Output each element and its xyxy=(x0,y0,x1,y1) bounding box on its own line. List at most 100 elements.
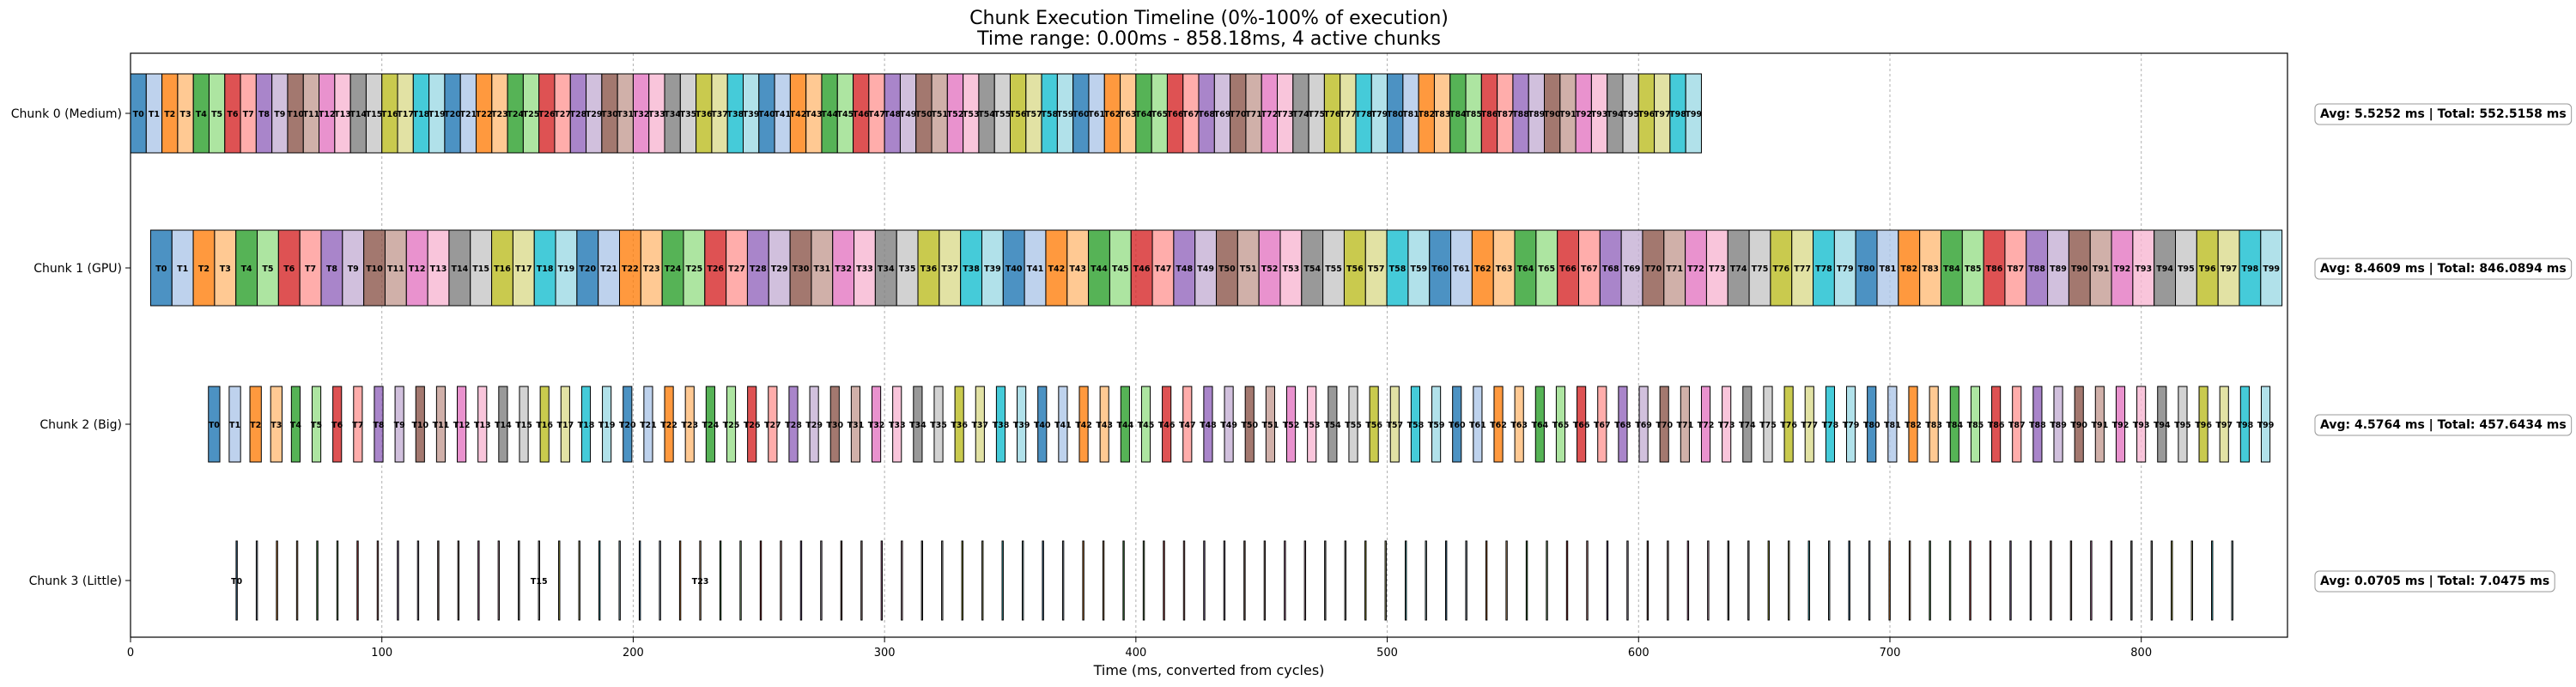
x-tick-label: 600 xyxy=(1628,647,1649,660)
task-label: T46 xyxy=(1158,421,1176,430)
task-label: T34 xyxy=(909,421,927,430)
task-bar xyxy=(580,386,592,463)
task-label: T62 xyxy=(1104,110,1121,119)
task-bar xyxy=(2090,540,2093,621)
task-bar xyxy=(1748,229,1771,307)
task-bar xyxy=(416,540,420,621)
task-bar xyxy=(1876,229,1899,307)
task-bar xyxy=(1534,386,1545,463)
task-label: T55 xyxy=(993,110,1011,119)
task-bar xyxy=(1088,229,1110,307)
task-bar xyxy=(1142,540,1145,621)
task-label: T22 xyxy=(622,264,639,274)
task-label: T2 xyxy=(198,264,210,274)
task-label: T1 xyxy=(229,421,240,430)
task-bar xyxy=(2136,386,2147,463)
y-tick-label: Chunk 2 (Big) xyxy=(39,418,122,432)
task-label: T1 xyxy=(149,110,160,119)
task-bar xyxy=(1120,386,1130,463)
task-bar xyxy=(1969,540,1971,621)
x-tick-label: 400 xyxy=(1125,647,1146,660)
task-bar xyxy=(860,540,863,621)
task-label: T4 xyxy=(290,421,301,430)
task-bar xyxy=(961,540,963,621)
task-label: T61 xyxy=(1453,264,1470,274)
task-label: T29 xyxy=(586,110,603,119)
task-bar xyxy=(788,386,799,463)
task-bar xyxy=(208,386,221,463)
task-bar xyxy=(598,229,621,307)
task-bar xyxy=(1389,386,1400,463)
task-label: T95 xyxy=(2174,421,2191,430)
task-bar xyxy=(699,540,702,621)
task-label: T16 xyxy=(494,264,511,274)
task-bar xyxy=(171,229,194,307)
task-label: T9 xyxy=(274,110,285,119)
task-bar xyxy=(578,540,580,621)
task-bar xyxy=(228,386,241,463)
task-bar xyxy=(1887,386,1898,463)
task-label: T85 xyxy=(1465,110,1482,119)
task-label: T17 xyxy=(397,110,414,119)
task-label: T60 xyxy=(1431,264,1449,274)
task-label: T47 xyxy=(1179,421,1196,430)
task-label: T43 xyxy=(805,110,823,119)
task-bar xyxy=(2004,229,2027,307)
task-bar xyxy=(1450,229,1473,307)
task-label: T90 xyxy=(2071,264,2088,274)
task-label: T32 xyxy=(868,421,885,430)
task-bar xyxy=(1700,386,1711,463)
task-bar xyxy=(1324,540,1327,621)
task-label: T98 xyxy=(2237,421,2254,430)
task-label: T97 xyxy=(1654,110,1671,119)
task-label: T75 xyxy=(1308,110,1325,119)
task-bar xyxy=(1680,386,1690,463)
task-label: T72 xyxy=(1698,421,1715,430)
task-label: T93 xyxy=(1591,110,1608,119)
task-label: T33 xyxy=(648,110,665,119)
y-tick-label: Chunk 1 (GPU) xyxy=(33,262,122,276)
task-bar xyxy=(939,229,962,307)
task-bar xyxy=(539,386,550,463)
task-bar xyxy=(598,540,601,621)
task-label: T34 xyxy=(664,110,681,119)
task-label: T33 xyxy=(856,264,873,274)
task-bar xyxy=(1722,386,1732,463)
task-label: T60 xyxy=(1072,110,1090,119)
task-label: T52 xyxy=(1283,421,1300,430)
task-bar xyxy=(981,229,1004,307)
task-label: T40 xyxy=(758,110,775,119)
task-label: T97 xyxy=(2221,264,2238,274)
task-label: T59 xyxy=(1057,110,1074,119)
x-tick-label: 500 xyxy=(1376,647,1398,660)
task-bar xyxy=(270,386,283,463)
task-label: T12 xyxy=(409,264,426,274)
task-bar xyxy=(1848,540,1850,621)
task-bar xyxy=(913,386,923,463)
task-bar xyxy=(1322,229,1345,307)
task-bar xyxy=(1429,229,1452,307)
task-bar xyxy=(255,540,258,621)
task-label: T42 xyxy=(790,110,807,119)
task-label: T44 xyxy=(821,110,838,119)
task-label: T54 xyxy=(1303,264,1321,274)
task-label: T64 xyxy=(1135,110,1152,119)
chunk-summary: Avg: 4.5764 ms | Total: 457.6434 ms xyxy=(2320,418,2567,432)
summary-box xyxy=(2314,103,2573,125)
task-bar xyxy=(1565,540,1569,621)
task-bar xyxy=(2190,540,2193,621)
task-bar xyxy=(276,540,278,621)
task-label: T71 xyxy=(1677,421,1694,430)
task-label: T72 xyxy=(1261,110,1279,119)
task-label: T89 xyxy=(1528,110,1546,119)
task-bar xyxy=(1505,540,1508,621)
task-label: T47 xyxy=(1155,264,1172,274)
task-label: T16 xyxy=(381,110,398,119)
task-bar xyxy=(2239,386,2250,463)
task-bar xyxy=(1961,229,1984,307)
task-label: T76 xyxy=(1324,110,1341,119)
task-bar xyxy=(533,229,556,307)
task-label: T26 xyxy=(538,110,556,119)
task-label: T10 xyxy=(366,264,383,274)
task-label: T80 xyxy=(1387,110,1404,119)
